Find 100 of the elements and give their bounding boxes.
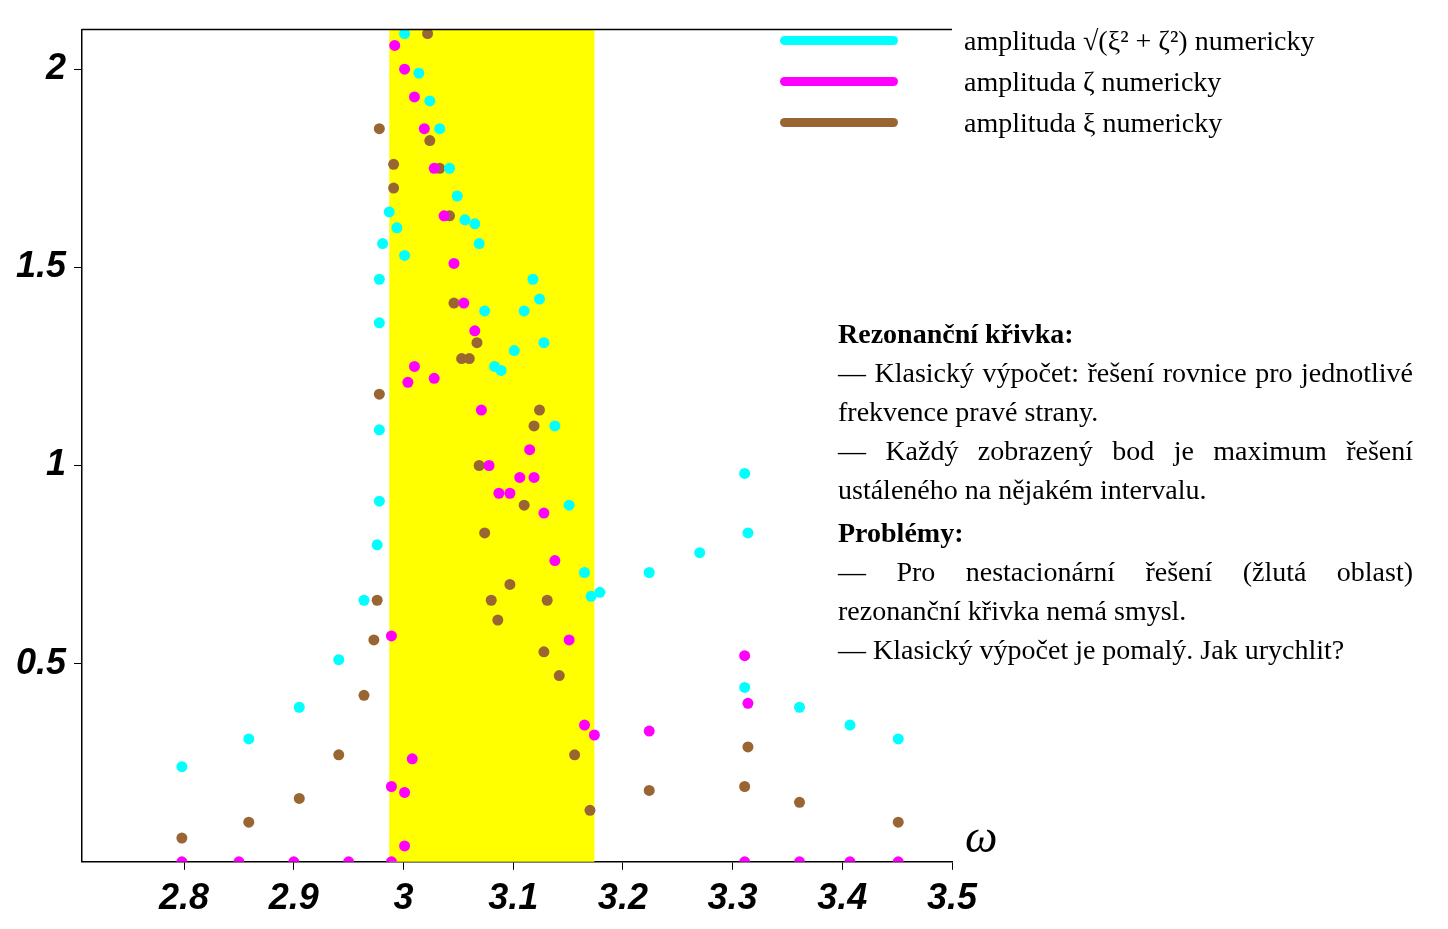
point [563, 634, 575, 646]
point [643, 725, 655, 737]
point [373, 273, 385, 285]
legend-label: amplituda ζ numericky [964, 65, 1222, 98]
point [448, 257, 460, 269]
legend-label: amplituda ξ numericky [964, 106, 1223, 139]
point [402, 376, 414, 388]
point [358, 594, 370, 606]
point [438, 210, 450, 222]
point [424, 95, 436, 107]
point [243, 816, 255, 828]
point [373, 388, 385, 400]
point [473, 460, 485, 472]
point [585, 590, 597, 602]
point [694, 547, 706, 559]
x-tick-label: 3.3 [707, 876, 758, 918]
point [578, 719, 590, 731]
x-axis-title: ω [965, 810, 998, 863]
point [399, 29, 411, 40]
point [518, 305, 530, 317]
x-tick-label: 3.5 [926, 876, 978, 918]
point [504, 487, 516, 499]
point [451, 190, 463, 202]
point [739, 681, 751, 693]
point [293, 701, 305, 713]
point [493, 487, 505, 499]
point [388, 182, 400, 194]
point [534, 293, 546, 305]
y-tick-label: 1 [46, 442, 67, 484]
point [794, 701, 806, 713]
legend-label: amplituda √(ξ² + ζ²) numericky [964, 24, 1315, 57]
point [549, 420, 561, 432]
point [527, 273, 539, 285]
point [739, 650, 751, 662]
annotation: Problémy: [838, 516, 965, 550]
point [584, 804, 596, 816]
point [389, 39, 401, 51]
point [413, 67, 425, 79]
point [479, 305, 491, 317]
point [459, 214, 471, 226]
point [333, 654, 345, 666]
point [538, 337, 550, 349]
point [475, 404, 487, 416]
point [643, 784, 655, 796]
point [358, 689, 370, 701]
point [518, 499, 530, 511]
point [739, 467, 751, 479]
point [333, 749, 345, 761]
point [176, 832, 188, 844]
x-tick-label: 3.2 [597, 876, 648, 918]
point [471, 337, 483, 349]
annotation: Rezonanční křivka: [838, 317, 1075, 351]
point [742, 527, 754, 539]
annotation: — Pro nestacionární řešení (žlutá oblast) rezonanční křivka nemá smysl. [838, 555, 1413, 628]
y-tick-label: 2 [45, 46, 67, 88]
point [563, 499, 575, 511]
y-tick-label: 0.5 [16, 640, 68, 682]
point [569, 749, 581, 761]
point [385, 630, 397, 642]
point [373, 424, 385, 436]
point [377, 238, 389, 250]
point [422, 29, 434, 40]
point [504, 578, 516, 590]
point [373, 317, 385, 329]
point [528, 420, 540, 432]
point [373, 123, 385, 135]
point [424, 135, 436, 147]
point [588, 729, 600, 741]
point [408, 360, 420, 372]
x-tick-label: 2.9 [267, 876, 319, 918]
point [578, 567, 590, 579]
point [479, 527, 491, 539]
point [549, 555, 561, 567]
point [428, 372, 440, 384]
point [293, 792, 305, 804]
point [538, 507, 550, 519]
point [483, 460, 495, 472]
point [399, 840, 411, 852]
annotation: — Každý zobrazený bod je maximum řešení ustáleného na nějakém intervalu. [838, 434, 1413, 507]
point [458, 297, 470, 309]
point [408, 91, 420, 103]
point [485, 594, 497, 606]
point [399, 786, 411, 798]
point [373, 495, 385, 507]
point [444, 162, 456, 174]
point [428, 162, 440, 174]
point [742, 697, 754, 709]
annotation: — Klasický výpočet je pomalý. Jak urychlit? [838, 633, 1346, 667]
x-tick-label: 3.4 [817, 876, 868, 918]
point [508, 345, 520, 357]
point [495, 364, 507, 376]
point [371, 594, 383, 606]
point [391, 222, 403, 234]
point [371, 539, 383, 551]
point [594, 586, 606, 598]
point [541, 594, 553, 606]
point [794, 796, 806, 808]
point [524, 444, 536, 456]
point [892, 733, 904, 745]
annotation: — Klasický výpočet: řešení rovnice pro jednotlivé frekvence pravé strany. [838, 356, 1413, 429]
